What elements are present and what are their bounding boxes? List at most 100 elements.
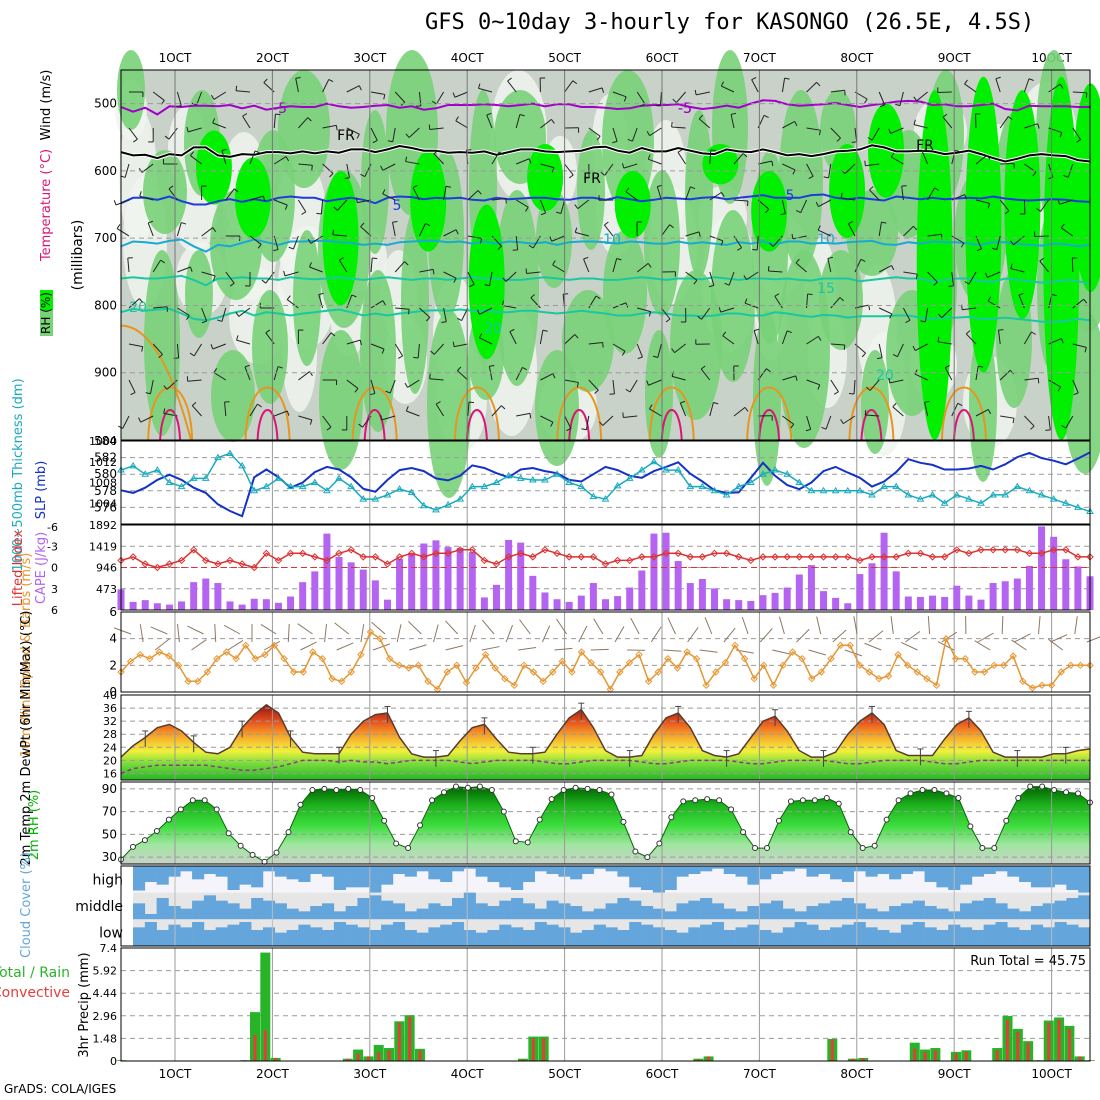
cloud-cover-bar <box>404 911 417 920</box>
wind-barb-flag <box>235 312 240 317</box>
wind-speed-marker <box>683 648 691 656</box>
cloud-cover-bar <box>936 930 949 946</box>
thickness-marker <box>359 495 368 502</box>
rh2m-marker <box>405 845 412 852</box>
rh2m-marker <box>716 797 723 804</box>
wind-barb <box>660 224 671 237</box>
panel-frame <box>120 865 1091 947</box>
wind-barb-flag <box>236 335 239 341</box>
wind-barb <box>890 127 904 134</box>
cape-bar <box>856 574 864 610</box>
rh-saturated-region <box>1004 90 1041 319</box>
lifted-index-marker <box>383 560 392 568</box>
wind-barb <box>728 271 735 286</box>
wind-barb <box>806 379 820 386</box>
thickness-marker <box>746 478 755 485</box>
cloud-cover-bar <box>333 922 346 946</box>
isotherm-30 <box>159 409 182 441</box>
y-tick-label: 800 <box>94 298 117 312</box>
wind-speed-marker <box>1057 668 1065 676</box>
wind-barb-flag <box>335 125 338 131</box>
wind-barb <box>298 117 309 129</box>
cloud-cover-bar <box>144 866 157 882</box>
cloud-cover-bar <box>1054 866 1067 885</box>
cape-bar <box>347 562 355 610</box>
wind-barb-flag <box>229 282 235 287</box>
wind-barb-flag <box>358 85 362 91</box>
wind-speed-marker <box>942 634 950 643</box>
cloud-cover-bar <box>794 911 807 920</box>
wind-barb <box>564 80 574 93</box>
cloud-cover-bar <box>215 866 228 877</box>
wind-barb <box>792 235 807 240</box>
cloud-cover-bar <box>664 930 677 946</box>
wind-barb <box>212 122 226 129</box>
wind-barb <box>758 160 772 165</box>
wind-barb <box>224 402 227 417</box>
wind-speed-marker <box>760 661 768 670</box>
wind-barb <box>1024 415 1035 427</box>
wind-barb-flag <box>665 318 671 323</box>
wind-barb <box>320 199 324 214</box>
wind-barb-flag <box>212 227 217 232</box>
wind-barb-10m <box>808 649 827 656</box>
wind-barb <box>540 163 555 169</box>
wind-barb-10m <box>300 641 317 651</box>
wind-barb <box>782 415 795 425</box>
wind-barb-flag <box>138 168 143 173</box>
cape-bar <box>577 595 585 610</box>
wind-barb-flag <box>612 140 618 144</box>
wind-barb <box>332 234 347 237</box>
thickness-marker <box>1061 499 1070 506</box>
rh2m-marker <box>883 816 890 823</box>
cloud-cover-bar <box>404 866 417 877</box>
wind-barb-flag <box>387 140 393 143</box>
rh2m-marker <box>285 829 292 836</box>
contour-label: 10 <box>603 232 621 248</box>
wind-barb <box>419 307 431 318</box>
wind-barb-10m <box>853 616 858 635</box>
rh-saturated-region <box>527 144 564 212</box>
temperature-line <box>120 703 1091 758</box>
thickness-marker <box>504 471 513 479</box>
temp-tick-label: 20 <box>103 754 117 767</box>
cloud-cover-bar <box>345 906 358 920</box>
wind-barb <box>394 343 404 357</box>
cape-bar <box>165 604 173 610</box>
wind-barb-flag <box>784 77 790 80</box>
contour-label: FR <box>916 138 934 154</box>
cloud-cover-bar <box>1030 924 1044 946</box>
cloud-cover-bar <box>853 903 866 920</box>
rh2m-line <box>120 786 1091 863</box>
wind-barb <box>539 330 544 345</box>
temperature-axis-label: Temperature (°C) <box>39 149 54 262</box>
cloud-cover-bar <box>664 911 677 920</box>
cloud-cover-bar <box>652 927 665 946</box>
rh2m-marker <box>907 790 914 797</box>
lifted-index-marker <box>565 553 573 561</box>
wind-barb-10m <box>469 624 476 643</box>
lifted-index-marker <box>638 553 646 561</box>
wind-barb <box>677 151 687 165</box>
cloud-cover-bar <box>570 932 583 946</box>
wind-barb <box>869 379 880 391</box>
wind-barb <box>433 343 444 355</box>
wind-barb-flag <box>647 154 651 160</box>
cloud-cover-bar <box>274 866 287 877</box>
wind-barb <box>629 379 638 393</box>
wind-barb <box>407 379 420 388</box>
wind-barb <box>830 343 845 346</box>
wind-barb-flag <box>861 352 866 358</box>
contour-label: -5 <box>678 101 692 117</box>
rh2m-marker <box>357 786 364 793</box>
wind-axis-label: Wind (m/s) <box>39 70 54 141</box>
wind-barb <box>1061 227 1074 237</box>
lifted-index-marker <box>177 556 186 565</box>
wind-barb-flag <box>478 333 483 339</box>
rh2m-marker <box>572 784 579 791</box>
wind-speed-marker <box>894 650 902 659</box>
precip-convective-bar <box>274 1057 278 1061</box>
rh2m-marker <box>668 814 675 821</box>
wind-speed-marker <box>1067 661 1075 670</box>
cloud-cover-bar <box>392 922 406 946</box>
